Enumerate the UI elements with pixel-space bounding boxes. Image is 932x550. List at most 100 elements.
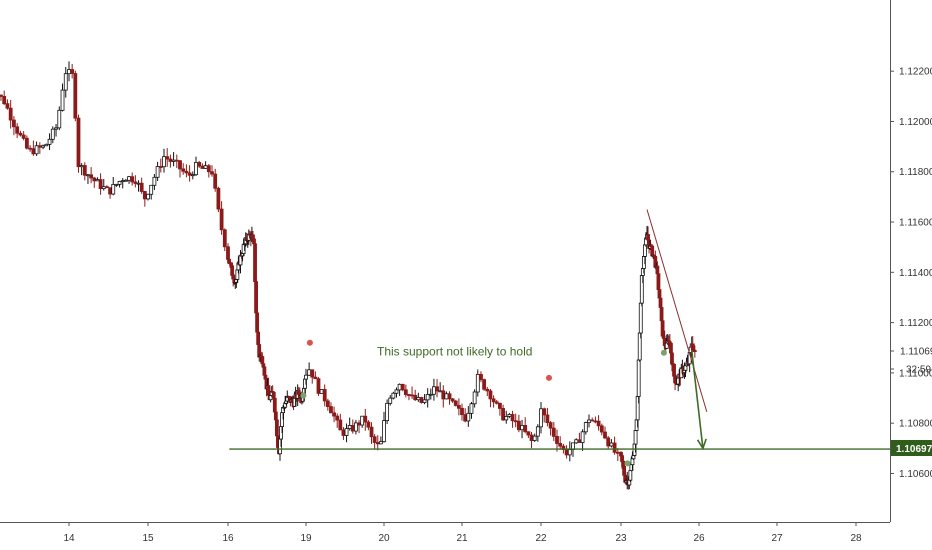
candle bbox=[105, 185, 109, 189]
candle bbox=[44, 143, 49, 147]
candle bbox=[435, 379, 439, 398]
candle bbox=[63, 66, 68, 98]
y-tick-label: 1.11800 bbox=[899, 167, 932, 178]
candle bbox=[460, 403, 464, 421]
candle bbox=[187, 165, 192, 182]
candle bbox=[599, 423, 604, 436]
candle bbox=[0, 94, 3, 101]
candle bbox=[8, 99, 13, 129]
candle bbox=[206, 164, 211, 178]
pivot-high-dot bbox=[306, 339, 313, 346]
candle bbox=[583, 421, 588, 435]
candle bbox=[453, 399, 458, 407]
candle bbox=[551, 421, 556, 442]
candle bbox=[139, 177, 144, 194]
candle bbox=[117, 180, 122, 188]
pivot-low-dot bbox=[300, 392, 307, 399]
candle bbox=[216, 186, 221, 213]
candle bbox=[274, 416, 279, 437]
candle bbox=[388, 394, 393, 406]
support-annotation: This support not likely to hold bbox=[377, 345, 532, 359]
candle bbox=[329, 402, 333, 414]
candle bbox=[385, 399, 390, 424]
candle bbox=[580, 429, 585, 451]
candle bbox=[24, 135, 29, 150]
candle bbox=[322, 384, 327, 407]
candle bbox=[181, 163, 186, 175]
candle bbox=[403, 384, 408, 398]
candle bbox=[76, 114, 81, 173]
x-tick-label: 21 bbox=[456, 533, 468, 544]
last-price-marker: 1.11069 bbox=[890, 347, 932, 358]
candle bbox=[316, 377, 321, 396]
candle bbox=[319, 389, 324, 394]
y-axis-ticks: 1.12200 1.12000 1.11800 1.11600 1.11400 1.112… bbox=[890, 67, 932, 480]
candle bbox=[612, 436, 617, 455]
x-tick-label: 19 bbox=[300, 533, 312, 544]
candle bbox=[123, 178, 128, 182]
candle bbox=[133, 175, 138, 188]
candle bbox=[194, 156, 198, 177]
candle bbox=[488, 388, 493, 408]
candle bbox=[149, 184, 154, 200]
candle bbox=[210, 165, 214, 177]
pivot-high-dot bbox=[546, 374, 552, 381]
y-tick-label: 1.10800 bbox=[899, 419, 932, 430]
y-tick-label: 1.11000 bbox=[899, 368, 932, 379]
candle bbox=[391, 391, 396, 400]
candle bbox=[12, 116, 16, 136]
candle bbox=[382, 411, 386, 443]
candle bbox=[369, 422, 374, 444]
candle bbox=[60, 83, 65, 112]
candle bbox=[310, 369, 315, 384]
candle bbox=[313, 371, 318, 380]
forecast-arrow[interactable] bbox=[690, 350, 707, 451]
countdown-label: 32:59 bbox=[906, 365, 931, 376]
candle bbox=[485, 386, 490, 397]
candle bbox=[338, 413, 343, 431]
support-price-badge: 1.10697 bbox=[891, 440, 932, 456]
candle bbox=[535, 424, 540, 442]
candle bbox=[130, 172, 135, 186]
plot-background bbox=[0, 0, 890, 522]
candle bbox=[526, 431, 531, 439]
y-tick-label: 1.11200 bbox=[899, 318, 932, 329]
x-tick-label: 26 bbox=[693, 533, 705, 544]
candle bbox=[178, 160, 182, 178]
candle bbox=[335, 413, 340, 428]
candle bbox=[532, 433, 537, 442]
candle bbox=[54, 123, 58, 137]
candle bbox=[21, 131, 26, 141]
candle bbox=[555, 429, 559, 452]
candle bbox=[542, 407, 547, 423]
candle bbox=[190, 171, 195, 180]
candle bbox=[70, 63, 75, 79]
support-price-label: 1.10697 bbox=[896, 444, 932, 455]
candle bbox=[523, 417, 528, 434]
drawing-overlays bbox=[229, 209, 890, 467]
candle bbox=[146, 193, 150, 201]
candle bbox=[344, 423, 349, 443]
candle bbox=[73, 70, 78, 122]
candle bbox=[545, 407, 550, 427]
candle bbox=[494, 399, 499, 405]
candle bbox=[2, 90, 7, 106]
y-tick-label: 1.11600 bbox=[899, 218, 932, 229]
candle bbox=[111, 176, 116, 196]
candle bbox=[325, 398, 330, 411]
candle bbox=[472, 389, 477, 408]
y-tick-label: 1.11400 bbox=[899, 268, 932, 279]
candle bbox=[498, 402, 502, 416]
candle bbox=[606, 436, 611, 449]
candle bbox=[82, 162, 87, 181]
resistance-trendline[interactable] bbox=[646, 209, 708, 412]
candle bbox=[469, 401, 474, 419]
candle bbox=[596, 415, 601, 431]
candle bbox=[152, 173, 157, 191]
candle bbox=[57, 106, 62, 131]
candle bbox=[422, 394, 427, 405]
candle bbox=[501, 404, 505, 421]
candle bbox=[482, 378, 487, 391]
pivot-low-dot bbox=[660, 349, 667, 356]
